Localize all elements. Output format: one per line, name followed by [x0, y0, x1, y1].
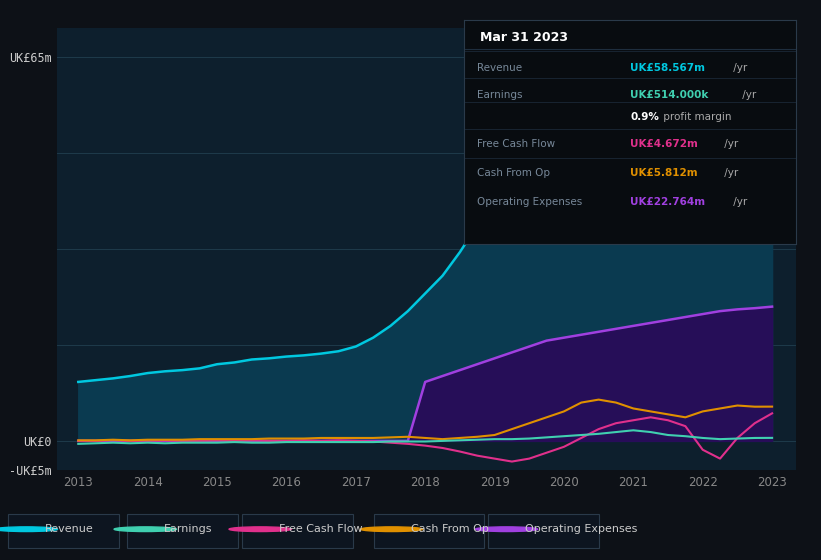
Text: Free Cash Flow: Free Cash Flow — [279, 524, 363, 534]
Text: Operating Expenses: Operating Expenses — [477, 197, 582, 207]
Text: Cash From Op: Cash From Op — [410, 524, 488, 534]
Text: /yr: /yr — [721, 168, 738, 178]
Circle shape — [229, 527, 291, 531]
Text: Operating Expenses: Operating Expenses — [525, 524, 638, 534]
Text: /yr: /yr — [730, 63, 747, 73]
Text: UK£4.672m: UK£4.672m — [631, 139, 698, 149]
Text: /yr: /yr — [721, 139, 738, 149]
Text: profit margin: profit margin — [660, 112, 732, 122]
Text: 0.9%: 0.9% — [631, 112, 659, 122]
Text: Earnings: Earnings — [477, 90, 523, 100]
Text: UK£514.000k: UK£514.000k — [631, 90, 709, 100]
Text: UK£58.567m: UK£58.567m — [631, 63, 705, 73]
Circle shape — [360, 527, 423, 531]
Text: Free Cash Flow: Free Cash Flow — [477, 139, 555, 149]
Text: Cash From Op: Cash From Op — [477, 168, 550, 178]
Circle shape — [114, 527, 177, 531]
Text: /yr: /yr — [730, 197, 747, 207]
Circle shape — [0, 527, 57, 531]
Text: UK£5.812m: UK£5.812m — [631, 168, 698, 178]
Text: Earnings: Earnings — [164, 524, 213, 534]
Text: Mar 31 2023: Mar 31 2023 — [480, 31, 568, 44]
Text: Revenue: Revenue — [45, 524, 94, 534]
FancyBboxPatch shape — [8, 514, 119, 548]
Text: /yr: /yr — [739, 90, 756, 100]
Text: Revenue: Revenue — [477, 63, 522, 73]
FancyBboxPatch shape — [242, 514, 353, 548]
FancyBboxPatch shape — [374, 514, 484, 548]
Text: UK£22.764m: UK£22.764m — [631, 197, 705, 207]
FancyBboxPatch shape — [127, 514, 238, 548]
FancyBboxPatch shape — [488, 514, 599, 548]
Circle shape — [475, 527, 538, 531]
